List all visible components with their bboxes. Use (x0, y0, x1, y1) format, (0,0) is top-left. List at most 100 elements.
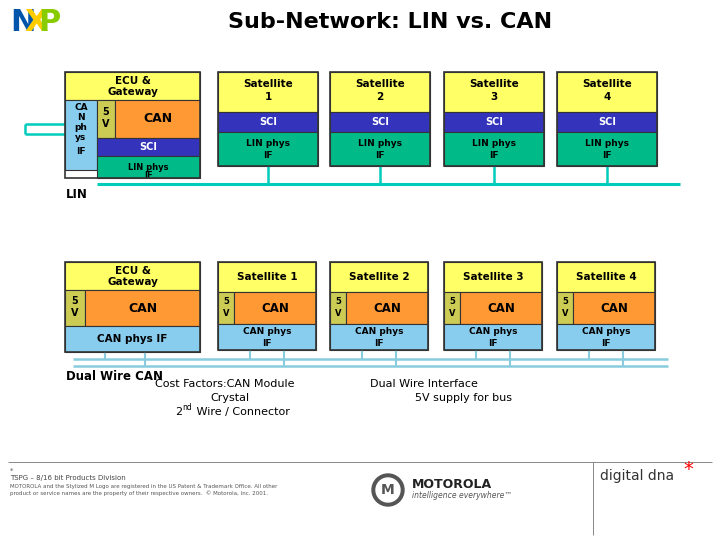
Bar (218, 262, 316, 292)
Text: V: V (449, 309, 455, 319)
Bar (444, 112, 544, 132)
Bar (218, 72, 318, 112)
Text: LIN phys: LIN phys (128, 163, 168, 172)
Bar (330, 132, 430, 166)
Bar (573, 292, 655, 324)
Circle shape (376, 478, 400, 502)
Bar (557, 72, 657, 112)
Text: TSPG – 8/16 bit Products Division: TSPG – 8/16 bit Products Division (10, 475, 126, 481)
Text: MOTOROLA: MOTOROLA (412, 477, 492, 490)
Text: Crystal: Crystal (210, 393, 250, 403)
Bar (65, 262, 200, 290)
Bar (330, 262, 428, 350)
Text: IF: IF (488, 339, 498, 348)
Text: CAN: CAN (128, 301, 157, 314)
Text: CAN phys: CAN phys (469, 327, 517, 336)
Text: P: P (38, 8, 60, 37)
Bar (557, 324, 655, 350)
Text: N: N (10, 8, 35, 37)
Text: 5: 5 (71, 296, 78, 306)
Text: Sub-Network: LIN vs. CAN: Sub-Network: LIN vs. CAN (228, 12, 552, 32)
Text: intelligence everywhere™: intelligence everywhere™ (412, 491, 512, 501)
Text: LIN phys: LIN phys (472, 138, 516, 147)
Bar (330, 262, 428, 292)
Bar (557, 132, 657, 166)
Text: IF: IF (76, 147, 86, 157)
Bar (330, 292, 346, 324)
Text: V: V (102, 119, 109, 129)
Text: Satellite: Satellite (582, 79, 632, 89)
Bar (97, 100, 115, 138)
Bar (330, 72, 430, 112)
Text: CAN phys: CAN phys (582, 327, 630, 336)
Text: IF: IF (490, 151, 499, 159)
Bar (444, 72, 544, 166)
Text: Dual Wire Interface: Dual Wire Interface (370, 379, 478, 389)
Text: LIN phys: LIN phys (246, 138, 290, 147)
Text: *: * (10, 468, 14, 474)
Bar (557, 262, 655, 350)
Bar (65, 326, 200, 352)
Text: 3: 3 (490, 92, 498, 102)
Text: 5: 5 (335, 298, 341, 307)
Text: *: * (683, 461, 693, 480)
Text: LIN phys: LIN phys (358, 138, 402, 147)
Bar (444, 262, 542, 292)
Bar (444, 324, 542, 350)
Text: Satellite: Satellite (469, 79, 519, 89)
Text: CAN: CAN (143, 112, 172, 125)
Text: IF: IF (262, 339, 271, 348)
Bar (97, 156, 200, 178)
Bar (85, 290, 200, 326)
Text: IF: IF (144, 171, 153, 179)
Text: Satellite 2: Satellite 2 (348, 272, 409, 282)
Bar (218, 262, 316, 350)
Text: CAN phys: CAN phys (243, 327, 292, 336)
Text: IF: IF (264, 151, 273, 159)
Text: ECU &: ECU & (114, 266, 150, 276)
Text: X: X (24, 8, 48, 37)
Text: Gateway: Gateway (107, 277, 158, 287)
Text: Satellite 4: Satellite 4 (575, 272, 636, 282)
Bar (346, 292, 428, 324)
Text: 5V supply for bus: 5V supply for bus (415, 393, 512, 403)
Bar (557, 262, 655, 292)
Text: MOTOROLA and the Stylized M Logo are registered in the US Patent & Trademark Off: MOTOROLA and the Stylized M Logo are reg… (10, 484, 277, 496)
Text: SCI: SCI (598, 117, 616, 127)
Text: CAN phys IF: CAN phys IF (97, 334, 168, 344)
Text: IF: IF (602, 151, 612, 159)
Text: IF: IF (374, 339, 384, 348)
Circle shape (372, 474, 404, 506)
Text: V: V (71, 308, 78, 318)
Bar (65, 262, 200, 352)
Text: IF: IF (375, 151, 384, 159)
Text: CAN: CAN (487, 301, 515, 314)
Bar (218, 72, 318, 166)
Bar (460, 292, 542, 324)
Text: SCI: SCI (259, 117, 277, 127)
Bar (218, 324, 316, 350)
Bar (330, 112, 430, 132)
Text: Satellite: Satellite (355, 79, 405, 89)
Text: Cost Factors:CAN Module: Cost Factors:CAN Module (155, 379, 294, 389)
Text: CA: CA (74, 104, 88, 112)
Bar (97, 138, 200, 156)
Bar (115, 100, 200, 138)
Bar (444, 72, 544, 112)
Text: digital dna: digital dna (600, 469, 674, 483)
Bar (444, 132, 544, 166)
Text: N: N (77, 113, 85, 123)
Text: 5: 5 (103, 107, 109, 117)
Bar (65, 72, 200, 178)
Bar (557, 72, 657, 166)
Text: SCI: SCI (140, 142, 158, 152)
Text: 2: 2 (377, 92, 384, 102)
Text: Gateway: Gateway (107, 87, 158, 97)
Text: Satellite 3: Satellite 3 (463, 272, 523, 282)
Text: Dual Wire CAN: Dual Wire CAN (66, 370, 163, 383)
Bar (444, 292, 460, 324)
Text: 4: 4 (603, 92, 611, 102)
Text: 5: 5 (449, 298, 455, 307)
Text: SCI: SCI (371, 117, 389, 127)
Text: 5: 5 (562, 298, 568, 307)
